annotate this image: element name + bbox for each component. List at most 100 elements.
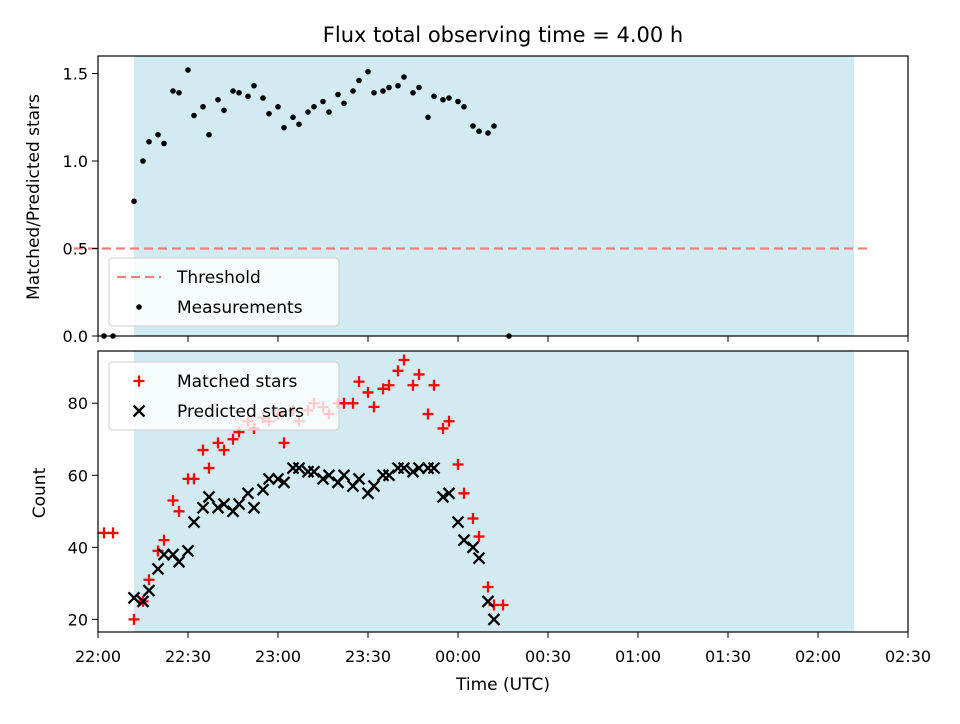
x-tick-label: 00:00 (435, 647, 481, 666)
data-point (422, 408, 434, 420)
legend-box (108, 361, 340, 431)
x-axis-label: Time (UTC) (455, 675, 550, 695)
data-point (227, 433, 239, 445)
plot-frame (97, 350, 909, 633)
data-point (335, 91, 341, 98)
data-point (275, 103, 281, 110)
data-point (151, 562, 165, 576)
data-point (278, 437, 290, 449)
data-point (440, 96, 446, 103)
y-tick-label: 60 (68, 466, 88, 485)
data-point (425, 114, 431, 121)
data-point (472, 551, 486, 565)
data-point (481, 595, 495, 608)
legend-label: Threshold (176, 268, 261, 288)
data-point (380, 88, 386, 94)
data-point (470, 123, 476, 129)
data-point (482, 581, 494, 593)
data-point (206, 131, 212, 138)
data-point (458, 487, 470, 499)
data-point (277, 476, 291, 489)
data-point (311, 103, 317, 110)
data-point (290, 114, 296, 121)
legend: Matched stars Predicted stars (108, 361, 340, 431)
data-point (406, 465, 420, 478)
data-point (247, 501, 261, 515)
data-point (215, 96, 221, 103)
data-point (167, 495, 179, 507)
y-tick-label: 1.0 (63, 152, 88, 171)
data-point (271, 472, 285, 486)
data-point (187, 515, 201, 529)
data-point (256, 483, 270, 497)
data-point (281, 124, 287, 131)
data-point (316, 472, 330, 486)
legend-box (108, 257, 340, 327)
data-point (377, 383, 389, 395)
data-point (398, 354, 410, 366)
data-point (392, 365, 404, 377)
data-point (251, 82, 257, 89)
data-point (395, 82, 401, 89)
data-point (230, 88, 236, 94)
data-point (446, 95, 452, 101)
data-point (368, 401, 380, 413)
x-tick-label: 23:00 (255, 647, 301, 666)
data-point (428, 379, 440, 391)
data-point (341, 100, 347, 107)
data-point (365, 68, 371, 75)
y-tick-label: 0.5 (63, 240, 88, 259)
y-axis-label-count: Count (30, 467, 50, 518)
data-point (196, 501, 210, 515)
data-point (260, 95, 266, 101)
series-measurements (101, 67, 512, 339)
legend-marker (133, 375, 145, 387)
data-point (142, 584, 156, 597)
data-point (305, 109, 311, 115)
data-point (356, 77, 362, 84)
data-point (491, 123, 497, 129)
data-point (127, 591, 141, 605)
data-point (487, 613, 501, 626)
data-point (413, 368, 425, 380)
data-point (467, 513, 479, 525)
data-point (427, 461, 441, 475)
panel-counts: 20 40 60 80 22:00 22:30 23:00 23:30 00:00 00:30 01… (68, 350, 931, 666)
legend-marker (136, 304, 142, 310)
data-point (202, 490, 216, 504)
data-point (245, 93, 251, 100)
data-point (473, 531, 485, 543)
data-point (172, 555, 186, 569)
data-point (176, 89, 182, 96)
data-point (200, 103, 206, 110)
data-point (143, 574, 155, 586)
x-tick-label: 01:30 (705, 647, 751, 666)
data-point (455, 98, 461, 105)
data-point (352, 472, 366, 486)
data-point (136, 595, 150, 608)
data-point (203, 462, 215, 474)
y-tick-label: 20 (68, 610, 88, 629)
data-point (128, 613, 140, 625)
data-point (431, 93, 437, 100)
data-point (107, 527, 119, 539)
y-tick-label: 80 (68, 394, 88, 413)
y-axis-label-ratio: Matched/Predicted stars (24, 94, 44, 300)
data-point (416, 84, 422, 91)
data-point (410, 89, 416, 96)
data-point (326, 109, 332, 115)
data-point (296, 121, 302, 128)
data-point (236, 89, 242, 96)
data-point (347, 397, 359, 409)
data-point (266, 110, 272, 117)
x-tick-label: 23:30 (345, 647, 391, 666)
legend: Threshold Measurements (108, 257, 340, 327)
data-point (367, 479, 381, 493)
data-point (451, 515, 465, 529)
x-tick-label: 00:30 (525, 647, 571, 666)
data-point (170, 88, 176, 94)
data-point (212, 437, 224, 449)
data-point (221, 107, 227, 114)
data-point (437, 422, 449, 434)
